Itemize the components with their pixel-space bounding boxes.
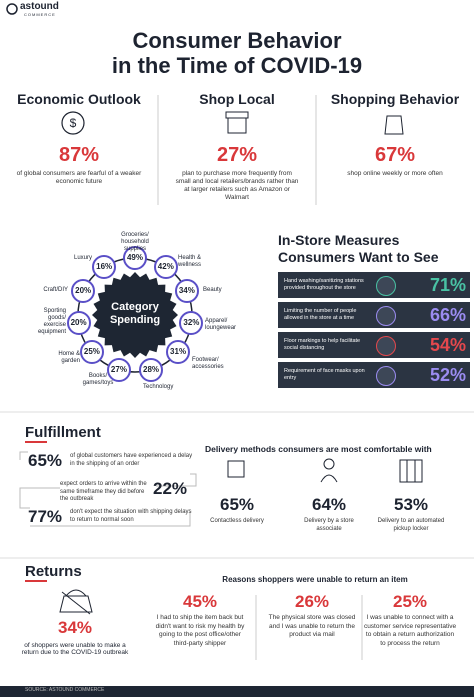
- category-value: 20%: [66, 311, 91, 336]
- measure-icon: [376, 336, 396, 356]
- measure-row: [278, 272, 470, 298]
- reason-value: 45%: [182, 592, 218, 611]
- measure-value: 66%: [429, 305, 466, 325]
- category-label: Luxury: [73, 255, 92, 261]
- stat-heading: Shop Local: [199, 91, 275, 107]
- reasons-title: Reasons shoppers were unable to return a…: [222, 575, 408, 584]
- logo-sub: COMMERCE: [24, 12, 56, 17]
- measure-icon: [376, 276, 396, 296]
- category-label: Home & garden: [58, 351, 80, 364]
- section-title: Fulfillment: [25, 424, 101, 441]
- delivery-label: Contactless delivery: [210, 518, 264, 524]
- returns-value: 34%: [57, 618, 93, 637]
- category-label: Beauty: [203, 287, 222, 293]
- fact-text: of global customers have experienced a d…: [70, 453, 193, 467]
- fact-value: 22%: [153, 479, 188, 498]
- category-value: 42%: [153, 255, 178, 280]
- stat-value: 27%: [216, 144, 258, 166]
- stat-value: 67%: [374, 144, 416, 166]
- category-value: 49%: [123, 246, 147, 270]
- logo: astound: [20, 1, 59, 12]
- fact-text: expect orders to arrive within the same …: [60, 481, 147, 502]
- returns-text: of shoppers were unable to make a return…: [21, 642, 129, 656]
- footer: SOURCE: ASTOUND COMMERCE: [25, 687, 105, 693]
- category-label: Technology: [143, 384, 174, 390]
- category-value: 16%: [92, 255, 117, 280]
- measure-row: [278, 332, 470, 358]
- category-value: 28%: [139, 357, 164, 382]
- stat-text: of global consumers are fearful of a wea…: [16, 170, 142, 185]
- stat-text: shop online weekly or more often: [347, 170, 443, 177]
- delivery-label: Delivery to an automated pickup locker: [377, 518, 445, 532]
- measure-row: [278, 362, 470, 388]
- stat-heading: Economic Outlook: [17, 91, 141, 107]
- measure-text: Hand washing/sanitizing stations provide…: [284, 278, 364, 291]
- measure-icon: [376, 366, 396, 386]
- fact-value: 65%: [28, 451, 63, 470]
- category-value: 34%: [174, 279, 199, 304]
- svg-text:$: $: [70, 116, 77, 130]
- category-label: Books/ games/toys: [82, 373, 114, 386]
- measure-row: [278, 302, 470, 328]
- measure-text: Limiting the number of people allowed in…: [284, 308, 357, 321]
- category-label: Apparel/ loungewear: [205, 318, 237, 331]
- category-value: 31%: [166, 340, 191, 365]
- delivery-title: Delivery methods consumers are most comf…: [205, 444, 432, 454]
- measure-value: 71%: [429, 275, 466, 295]
- category-label: Health & wellness: [178, 255, 202, 268]
- stat-value: 87%: [58, 144, 100, 166]
- section-title: Returns: [25, 563, 82, 580]
- stat-text: plan to purchase more frequently from sm…: [175, 170, 299, 201]
- category-label: Craft/DIY: [43, 287, 68, 293]
- delivery-value: 65%: [219, 495, 255, 514]
- reason-value: 25%: [392, 592, 428, 611]
- reason-text: I had to ship the item back but didn't w…: [155, 614, 245, 647]
- category-label: Footwear/ accessories: [192, 357, 224, 370]
- measure-text: Requirement of face masks upon entry: [284, 368, 365, 381]
- measure-text: Floor markings to help facilitate social…: [284, 338, 361, 351]
- measure-value: 54%: [429, 335, 466, 355]
- category-value: 27%: [106, 357, 131, 382]
- category-value: 32%: [179, 311, 204, 336]
- fact-text: don't expect the situation with shipping…: [70, 509, 192, 523]
- delivery-value: 53%: [393, 495, 429, 514]
- measure-value: 52%: [429, 365, 466, 385]
- title-line: Consumer Behavior: [132, 28, 342, 53]
- in-store-title: In-Store Measures Consumers Want to See: [278, 232, 439, 265]
- category-label: Groceries/ household supplies: [121, 232, 149, 252]
- title-line: in the Time of COVID-19: [111, 53, 363, 78]
- reason-value: 26%: [294, 592, 330, 611]
- category-value: 25%: [79, 340, 104, 365]
- category-value: 20%: [71, 279, 96, 304]
- stat-heading: Shopping Behavior: [330, 91, 460, 107]
- measure-icon: [376, 306, 396, 326]
- wheel-title: Category Spending: [109, 301, 161, 326]
- delivery-value: 64%: [311, 495, 347, 514]
- reason-text: I was unable to connect with a customer …: [363, 614, 457, 647]
- reason-text: The physical store was closed and I was …: [268, 614, 356, 638]
- fact-value: 77%: [28, 507, 63, 526]
- category-label: Sporting goods/ exercise equipment: [37, 308, 66, 335]
- delivery-label: Delivery by a store associate: [304, 518, 354, 532]
